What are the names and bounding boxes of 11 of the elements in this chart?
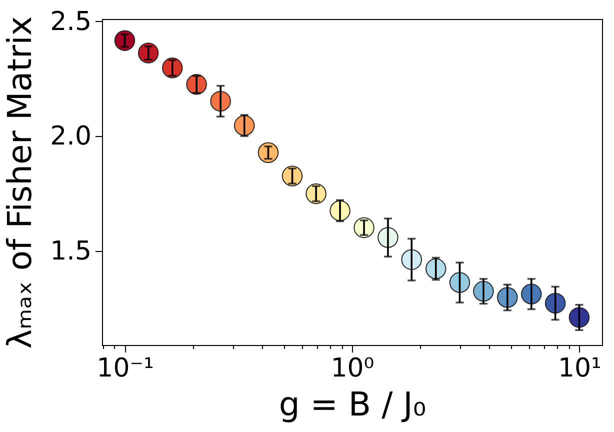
point [544,292,566,314]
y-axis-title: λₘₐₓ of Fisher Matrix [0,16,40,349]
y-tick-label: 2.0 [50,122,92,152]
x-tick-label: 10¹ [558,354,602,384]
y-tick-label: 2.5 [50,6,92,37]
x-axis-title: g = B / J₀ [278,384,426,424]
y-tick-label: 1.5 [50,236,92,266]
point [568,307,590,328]
point [449,272,470,293]
x-tick-label: 10⁰ [330,354,374,384]
x-tick-label: 10⁻¹ [96,354,154,384]
